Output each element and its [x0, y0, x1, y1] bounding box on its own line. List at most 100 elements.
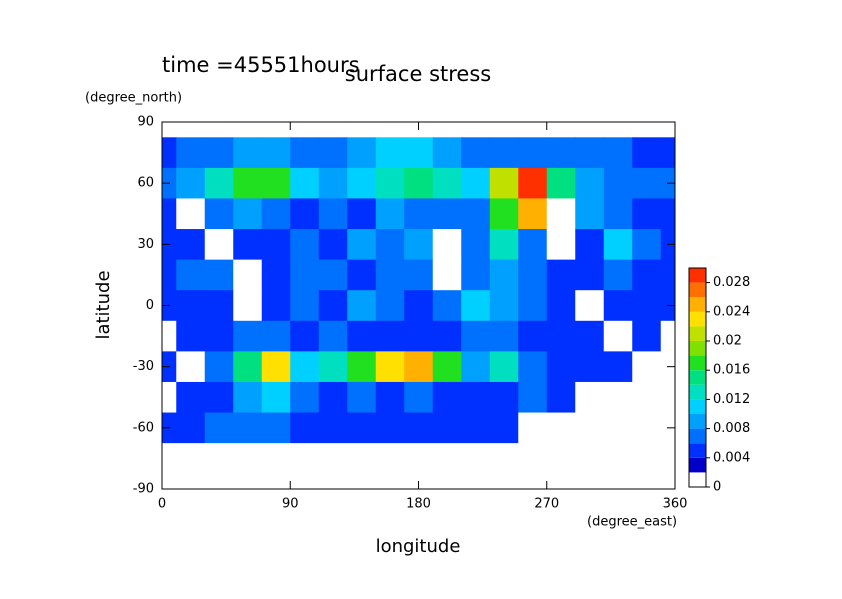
- cell: [632, 351, 662, 383]
- y-tick-label: 0: [146, 298, 154, 313]
- cell: [603, 122, 633, 138]
- cell: [461, 122, 491, 138]
- cell: [347, 320, 377, 352]
- cell: [261, 290, 291, 322]
- cell: [632, 290, 662, 322]
- cell: [575, 198, 605, 230]
- cell: [404, 229, 434, 261]
- x-tick-label: 360: [663, 497, 688, 512]
- cell: [660, 137, 675, 169]
- cell: [461, 229, 491, 261]
- cell: [404, 167, 434, 199]
- y-tick-label: -30: [133, 359, 154, 374]
- cell: [290, 290, 320, 322]
- cell: [432, 443, 462, 475]
- cell: [632, 259, 662, 291]
- cell: [375, 351, 405, 383]
- cell: [233, 137, 263, 169]
- cell: [632, 473, 662, 489]
- y-tick-label: 30: [137, 237, 154, 252]
- cell: [461, 412, 491, 444]
- y-tick-label: 60: [137, 176, 154, 191]
- cell: [204, 412, 234, 444]
- cell: [432, 473, 462, 489]
- colorbar-swatch: [689, 268, 706, 283]
- cell: [290, 320, 320, 352]
- colorbar-swatch: [689, 341, 706, 356]
- cell: [233, 443, 263, 475]
- cell: [575, 290, 605, 322]
- cell: [546, 259, 576, 291]
- cell: [461, 167, 491, 199]
- cell: [575, 320, 605, 352]
- cell: [461, 137, 491, 169]
- cell: [489, 443, 519, 475]
- colorbar-swatch: [689, 457, 706, 473]
- cell: [489, 320, 519, 352]
- cell: [318, 473, 348, 489]
- colorbar-tick-label: 0.016: [713, 363, 750, 378]
- cell: [162, 320, 177, 352]
- cell: [603, 351, 633, 383]
- cell: [204, 137, 234, 169]
- cell: [603, 412, 633, 444]
- cell: [233, 229, 263, 261]
- cell: [204, 290, 234, 322]
- colorbar-tick-label: 0.012: [713, 392, 750, 407]
- cell: [347, 259, 377, 291]
- cell: [375, 443, 405, 475]
- cell: [489, 137, 519, 169]
- cell: [176, 198, 206, 230]
- cell: [660, 122, 675, 138]
- cell: [489, 381, 519, 414]
- cell: [489, 167, 519, 199]
- cell: [233, 381, 263, 414]
- cell: [290, 137, 320, 169]
- cell: [404, 381, 434, 414]
- cell: [233, 320, 263, 352]
- cell: [432, 412, 462, 444]
- cell: [632, 381, 662, 414]
- cell: [603, 443, 633, 475]
- cell: [290, 443, 320, 475]
- cell: [461, 259, 491, 291]
- cell: [461, 290, 491, 322]
- cell: [432, 137, 462, 169]
- cell: [162, 381, 177, 414]
- cell: [546, 137, 576, 169]
- cell: [176, 320, 206, 352]
- x-tick-label: 0: [158, 497, 166, 512]
- cell: [176, 229, 206, 261]
- cell: [489, 290, 519, 322]
- cell: [489, 229, 519, 261]
- cell: [404, 320, 434, 352]
- colorbar-swatch: [689, 326, 706, 341]
- cell: [204, 167, 234, 199]
- cell: [603, 137, 633, 169]
- cell: [575, 412, 605, 444]
- cell: [375, 198, 405, 230]
- cell: [575, 473, 605, 489]
- cell: [176, 137, 206, 169]
- colorbar-tick-label: 0: [713, 480, 721, 495]
- cell: [290, 229, 320, 261]
- cell: [575, 443, 605, 475]
- cell: [162, 198, 177, 230]
- cell: [261, 122, 291, 138]
- cell: [261, 351, 291, 383]
- cell: [347, 137, 377, 169]
- cell: [176, 167, 206, 199]
- cell: [162, 443, 177, 475]
- cell: [318, 290, 348, 322]
- cell: [432, 290, 462, 322]
- cell: [375, 137, 405, 169]
- cell: [660, 320, 675, 352]
- cell: [603, 290, 633, 322]
- x-unit: (degree_east): [587, 515, 677, 530]
- x-tick-label: 180: [406, 497, 431, 512]
- cell: [575, 137, 605, 169]
- cell: [432, 167, 462, 199]
- cell: [546, 229, 576, 261]
- cell: [518, 290, 548, 322]
